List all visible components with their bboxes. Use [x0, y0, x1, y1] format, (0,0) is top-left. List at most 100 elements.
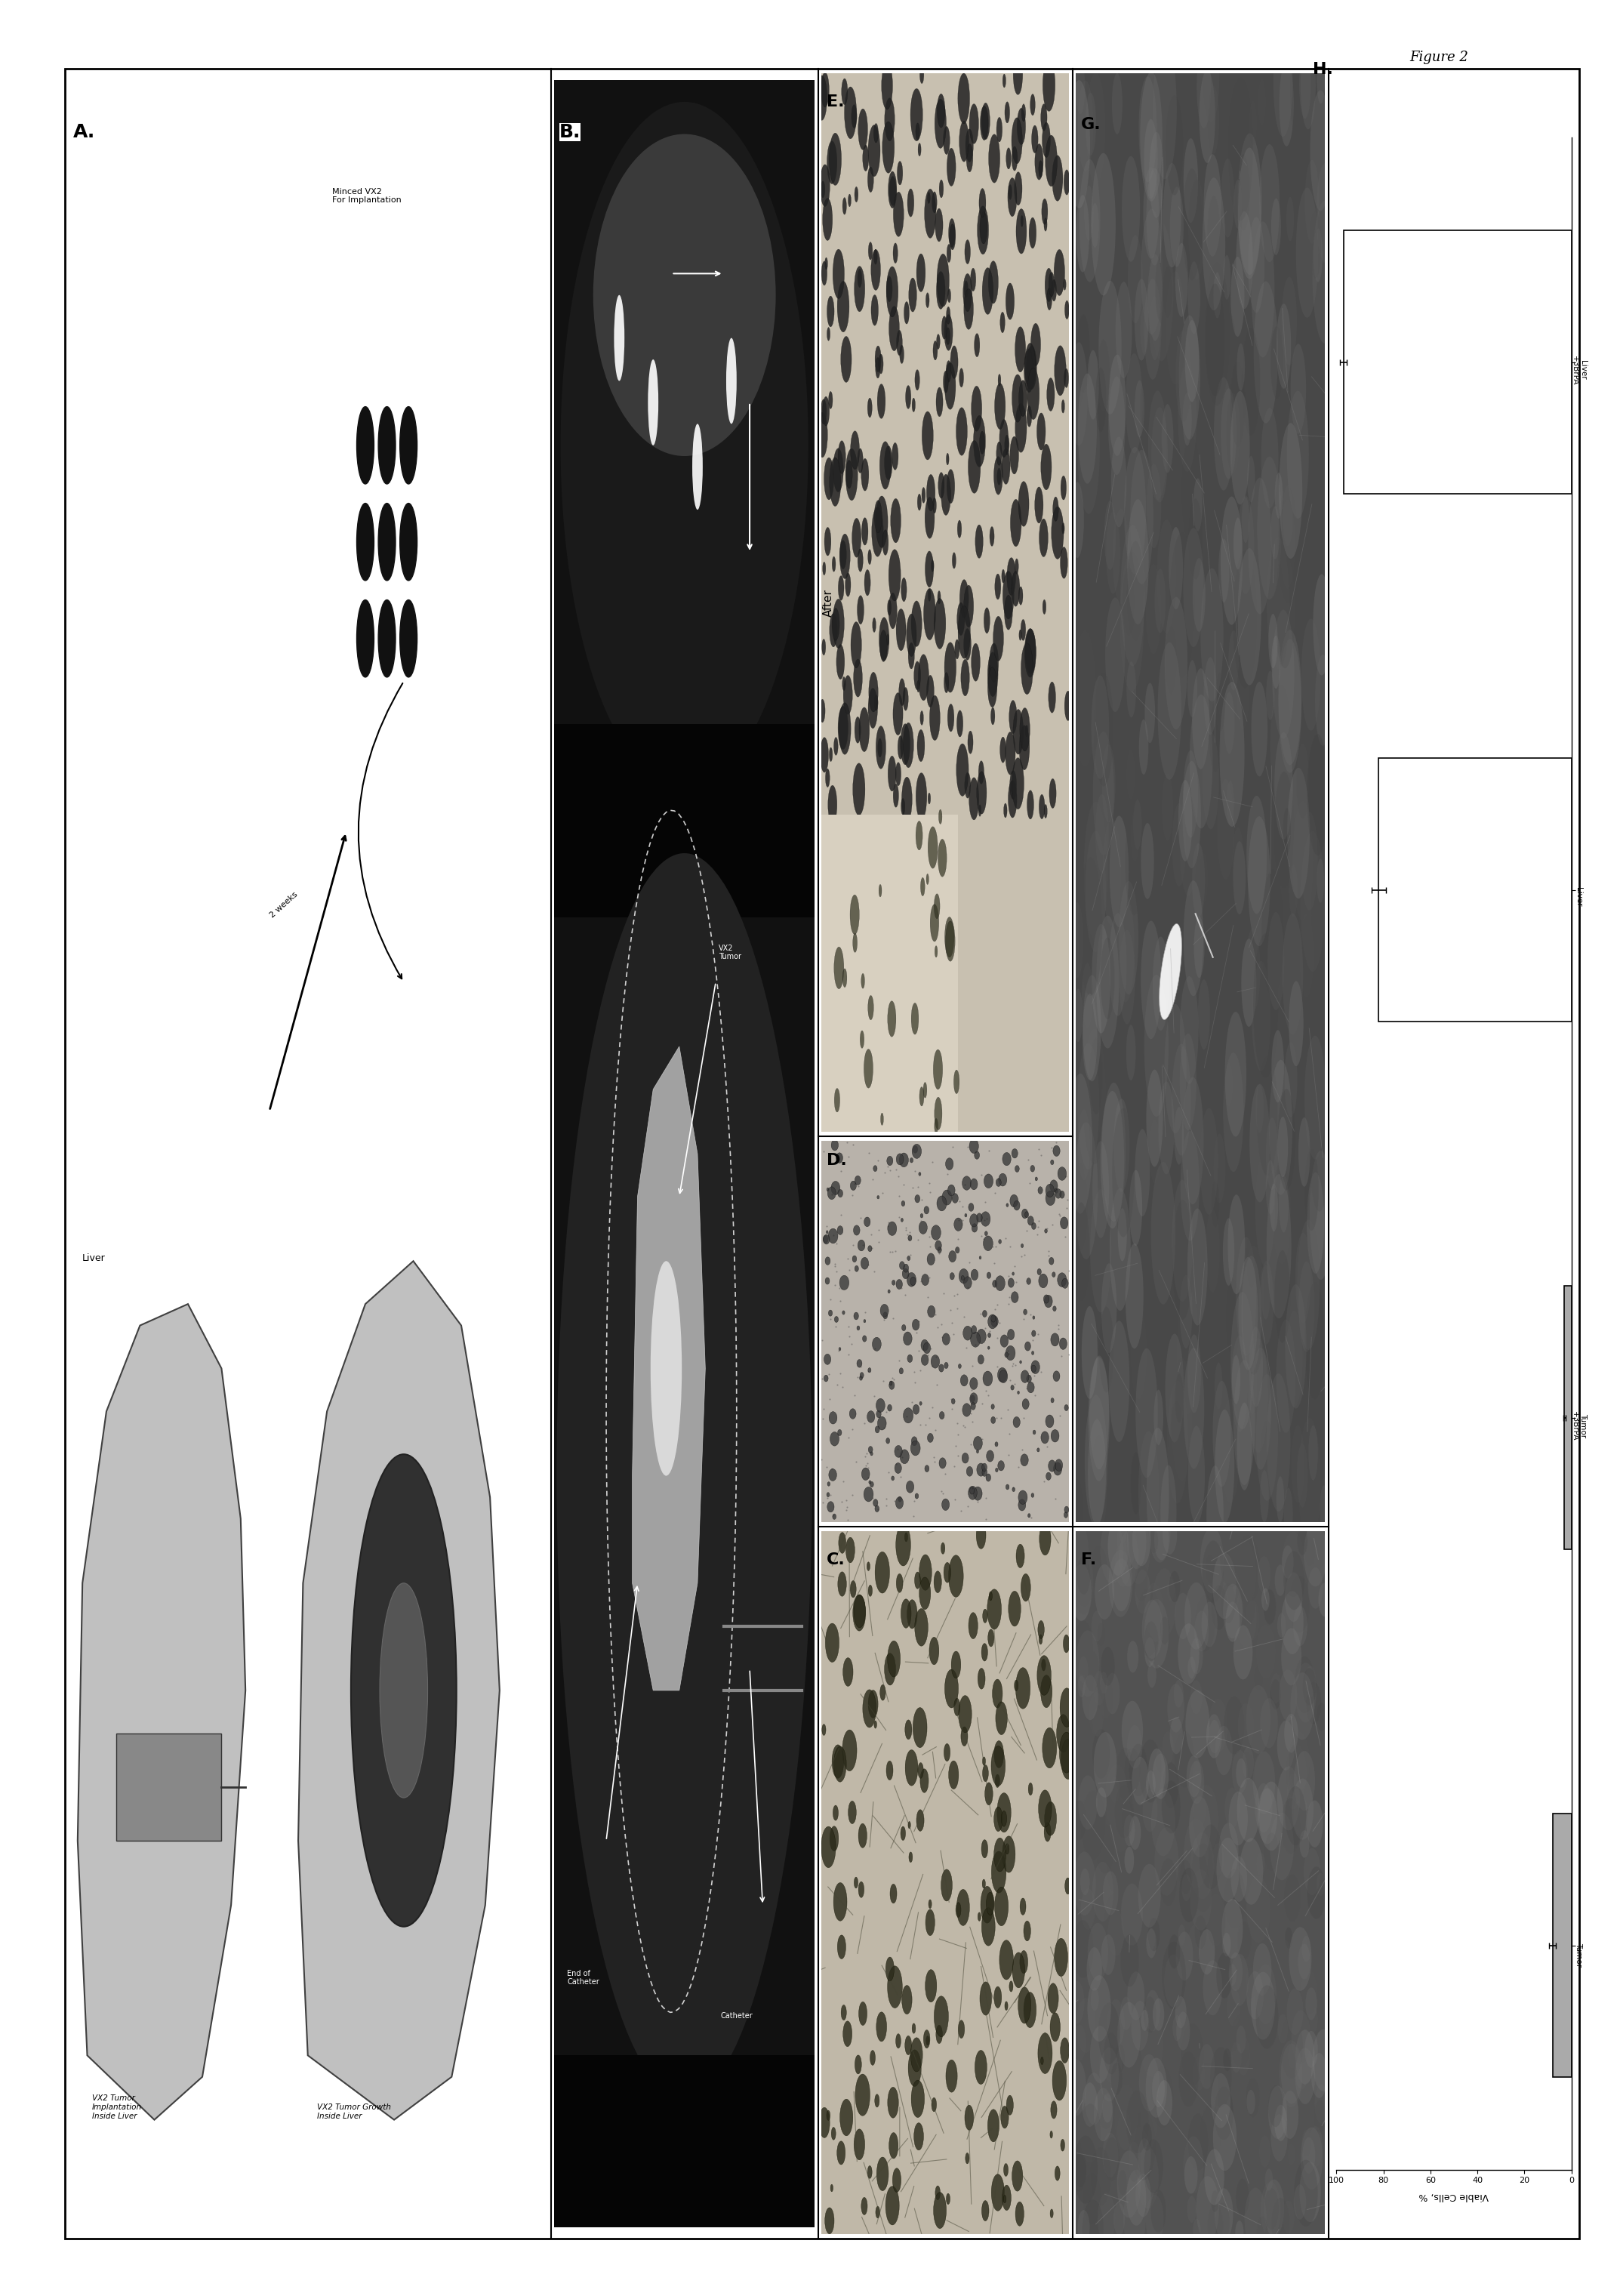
Point	[1029, 1137, 1055, 1173]
Circle shape	[1278, 422, 1302, 558]
Circle shape	[1137, 2147, 1158, 2209]
Circle shape	[1064, 691, 1071, 721]
Circle shape	[931, 1226, 941, 1240]
Point	[983, 1398, 1009, 1435]
Circle shape	[1247, 1339, 1268, 1453]
Circle shape	[1238, 1704, 1254, 1750]
Circle shape	[831, 1139, 838, 1150]
Point	[1017, 1164, 1043, 1201]
Circle shape	[834, 1316, 838, 1322]
Circle shape	[1202, 1541, 1225, 1603]
Circle shape	[1027, 790, 1034, 820]
Circle shape	[954, 1217, 962, 1231]
Circle shape	[996, 1793, 1011, 1832]
Circle shape	[1140, 2009, 1149, 2032]
Circle shape	[1272, 611, 1294, 739]
Point	[922, 1295, 948, 1332]
Circle shape	[1074, 1621, 1094, 1674]
Circle shape	[1110, 1789, 1131, 1853]
Circle shape	[1077, 1557, 1090, 1596]
Circle shape	[1050, 1258, 1055, 1265]
Circle shape	[1220, 1525, 1243, 1587]
Point	[941, 1449, 967, 1486]
Circle shape	[1012, 1488, 1016, 1492]
Circle shape	[1071, 1157, 1085, 1240]
Circle shape	[1210, 2073, 1231, 2128]
Point	[855, 1247, 881, 1283]
Circle shape	[1103, 2133, 1118, 2177]
Point	[902, 1153, 928, 1189]
Circle shape	[1152, 1568, 1176, 1637]
Circle shape	[974, 416, 985, 466]
Circle shape	[1019, 585, 1022, 604]
Circle shape	[1213, 1380, 1231, 1488]
Circle shape	[896, 1573, 902, 1593]
Circle shape	[1221, 1899, 1243, 1958]
Circle shape	[1283, 2200, 1294, 2234]
Circle shape	[838, 2142, 846, 2165]
Circle shape	[1038, 1791, 1051, 1828]
Circle shape	[1140, 921, 1162, 1040]
Circle shape	[1184, 1818, 1209, 1887]
Circle shape	[881, 62, 893, 110]
Circle shape	[1231, 1355, 1241, 1405]
Circle shape	[1241, 939, 1257, 1026]
Circle shape	[1187, 179, 1205, 280]
Circle shape	[1157, 1963, 1166, 1993]
Circle shape	[823, 397, 829, 425]
Circle shape	[883, 1311, 888, 1318]
Circle shape	[935, 1118, 938, 1134]
Circle shape	[1035, 487, 1043, 523]
Circle shape	[988, 652, 998, 696]
Circle shape	[1194, 1612, 1209, 1651]
Circle shape	[1260, 1265, 1270, 1320]
Circle shape	[1016, 326, 1025, 372]
Circle shape	[917, 680, 920, 691]
Circle shape	[897, 161, 902, 186]
Circle shape	[1022, 103, 1025, 122]
Circle shape	[1131, 2112, 1155, 2181]
Circle shape	[1197, 46, 1212, 129]
Circle shape	[996, 441, 1001, 466]
Circle shape	[1029, 218, 1037, 248]
Circle shape	[1144, 168, 1158, 259]
Circle shape	[946, 308, 951, 324]
Circle shape	[1291, 2011, 1311, 2064]
Circle shape	[1162, 1731, 1175, 1763]
Circle shape	[982, 1311, 987, 1318]
Point	[1011, 1401, 1037, 1437]
Circle shape	[839, 1531, 846, 1554]
Circle shape	[961, 1727, 967, 1745]
Circle shape	[828, 1481, 829, 1486]
Circle shape	[839, 1348, 841, 1350]
Circle shape	[1100, 2048, 1119, 2101]
Circle shape	[967, 730, 974, 753]
Circle shape	[1059, 1688, 1074, 1727]
Circle shape	[985, 1231, 988, 1235]
FancyBboxPatch shape	[554, 726, 815, 918]
Circle shape	[1317, 163, 1333, 262]
Circle shape	[1294, 2183, 1306, 2220]
Circle shape	[1213, 377, 1233, 491]
Point	[959, 1371, 985, 1407]
Circle shape	[1171, 1045, 1191, 1155]
Circle shape	[1265, 1159, 1275, 1215]
Circle shape	[1223, 255, 1231, 301]
Circle shape	[1254, 934, 1278, 1077]
Circle shape	[1223, 1584, 1243, 1639]
Circle shape	[1163, 1513, 1178, 1554]
Circle shape	[1134, 278, 1149, 360]
Circle shape	[1061, 2037, 1069, 2064]
Circle shape	[975, 2050, 987, 2085]
Point	[996, 1417, 1022, 1453]
Circle shape	[909, 2050, 922, 2087]
Circle shape	[1006, 732, 1016, 774]
Circle shape	[914, 661, 920, 689]
Circle shape	[1291, 1671, 1314, 1740]
Circle shape	[888, 1642, 901, 1676]
Point	[982, 1173, 1008, 1210]
Circle shape	[863, 1320, 865, 1322]
Point	[1035, 1238, 1061, 1274]
Circle shape	[1004, 1352, 1008, 1357]
Circle shape	[970, 269, 975, 292]
